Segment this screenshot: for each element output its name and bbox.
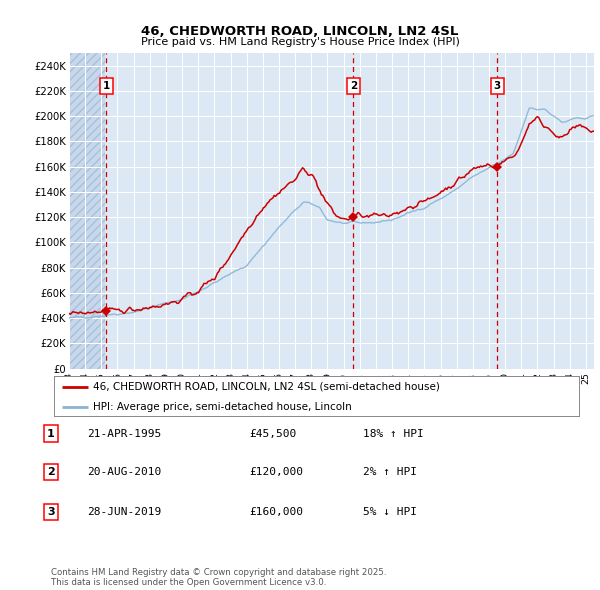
Text: 20-AUG-2010: 20-AUG-2010 (87, 467, 161, 477)
Bar (69, 53, 106, 369)
Text: £120,000: £120,000 (249, 467, 303, 477)
Text: HPI: Average price, semi-detached house, Lincoln: HPI: Average price, semi-detached house,… (94, 402, 352, 412)
Text: 1: 1 (103, 81, 110, 91)
Text: £45,500: £45,500 (249, 429, 296, 438)
Text: Price paid vs. HM Land Registry's House Price Index (HPI): Price paid vs. HM Land Registry's House … (140, 37, 460, 47)
Text: 21-APR-1995: 21-APR-1995 (87, 429, 161, 438)
Text: 46, CHEDWORTH ROAD, LINCOLN, LN2 4SL: 46, CHEDWORTH ROAD, LINCOLN, LN2 4SL (142, 25, 458, 38)
Text: 3: 3 (493, 81, 501, 91)
Text: £160,000: £160,000 (249, 507, 303, 517)
Text: 5% ↓ HPI: 5% ↓ HPI (363, 507, 417, 517)
Text: 2: 2 (350, 81, 357, 91)
Text: 18% ↑ HPI: 18% ↑ HPI (363, 429, 424, 438)
Text: Contains HM Land Registry data © Crown copyright and database right 2025.
This d: Contains HM Land Registry data © Crown c… (51, 568, 386, 587)
Text: 28-JUN-2019: 28-JUN-2019 (87, 507, 161, 517)
Text: 46, CHEDWORTH ROAD, LINCOLN, LN2 4SL (semi-detached house): 46, CHEDWORTH ROAD, LINCOLN, LN2 4SL (se… (94, 382, 440, 392)
Text: 1: 1 (47, 429, 55, 438)
Text: 3: 3 (47, 507, 55, 517)
Text: 2: 2 (47, 467, 55, 477)
Text: 2% ↑ HPI: 2% ↑ HPI (363, 467, 417, 477)
